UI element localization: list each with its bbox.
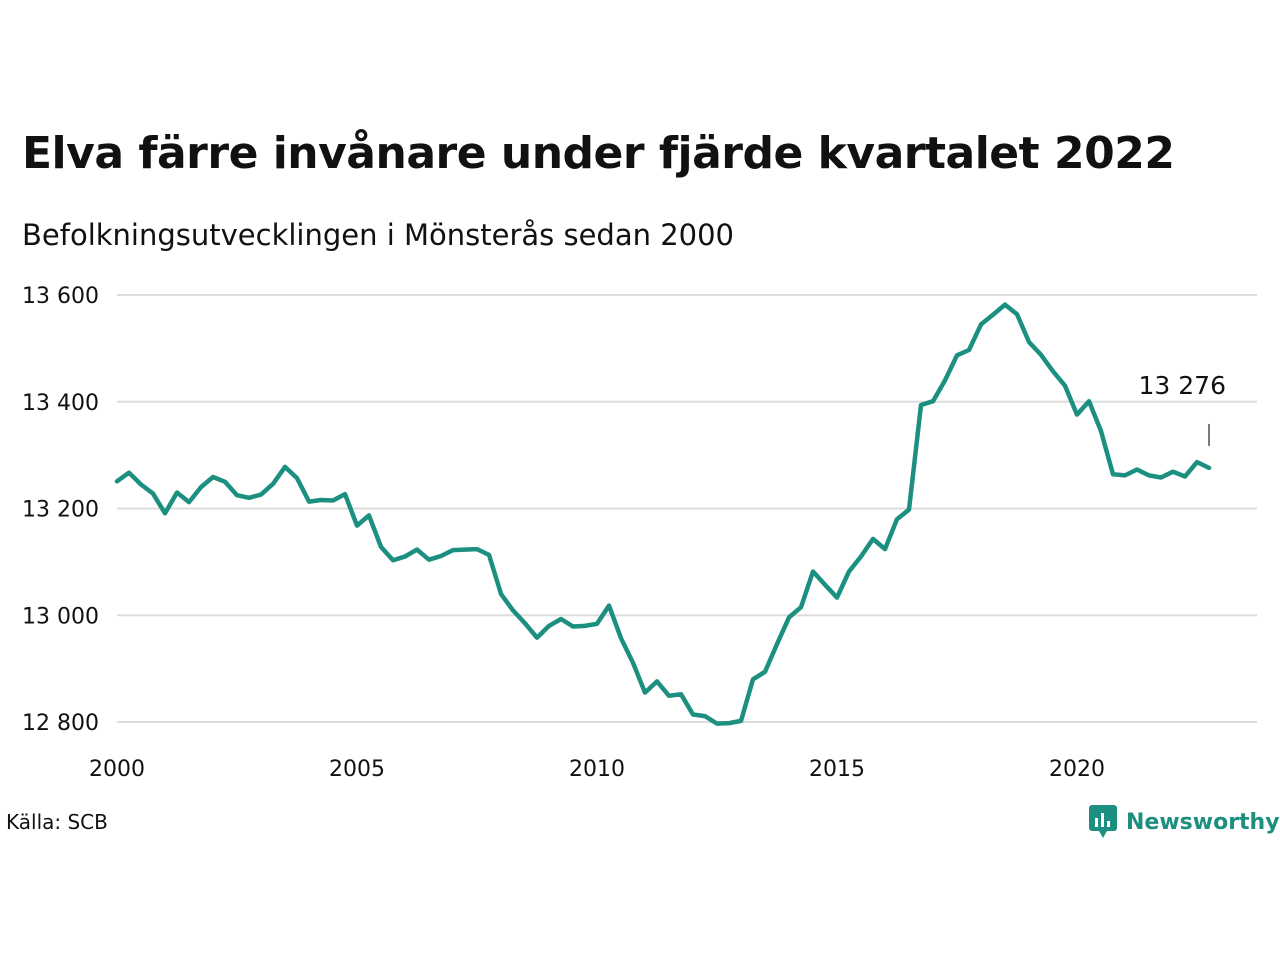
chart-title: Elva färre invånare under fjärde kvartal… <box>22 128 1175 179</box>
annotation-label: 13 276 <box>1139 371 1226 400</box>
last-value-annotation: 13 276 <box>1139 371 1226 446</box>
brand-name: Newsworthy <box>1126 809 1280 835</box>
y-tick-label: 13 200 <box>22 498 99 523</box>
y-axis-labels: 12 800 13 000 13 200 13 400 13 600 <box>22 284 99 736</box>
x-tick-label: 2020 <box>1049 757 1105 782</box>
gridlines <box>117 294 1257 723</box>
y-tick-label: 13 400 <box>22 391 99 416</box>
x-axis-labels: 2000 2005 2010 2015 2020 <box>89 757 1105 782</box>
y-tick-label: 12 800 <box>22 711 99 736</box>
y-tick-label: 13 600 <box>22 284 99 309</box>
chart-subtitle: Befolkningsutvecklingen i Mönsterås seda… <box>22 218 735 252</box>
x-tick-label: 2005 <box>329 757 385 782</box>
newsworthy-logo-icon <box>1089 805 1117 838</box>
y-tick-label: 13 000 <box>22 604 99 629</box>
population-line <box>114 302 1212 726</box>
brand[interactable]: Newsworthy <box>1088 804 1280 840</box>
x-tick-label: 2000 <box>89 757 145 782</box>
source-note: Källa: SCB <box>6 810 108 834</box>
x-tick-label: 2015 <box>809 757 865 782</box>
x-tick-label: 2010 <box>569 757 625 782</box>
